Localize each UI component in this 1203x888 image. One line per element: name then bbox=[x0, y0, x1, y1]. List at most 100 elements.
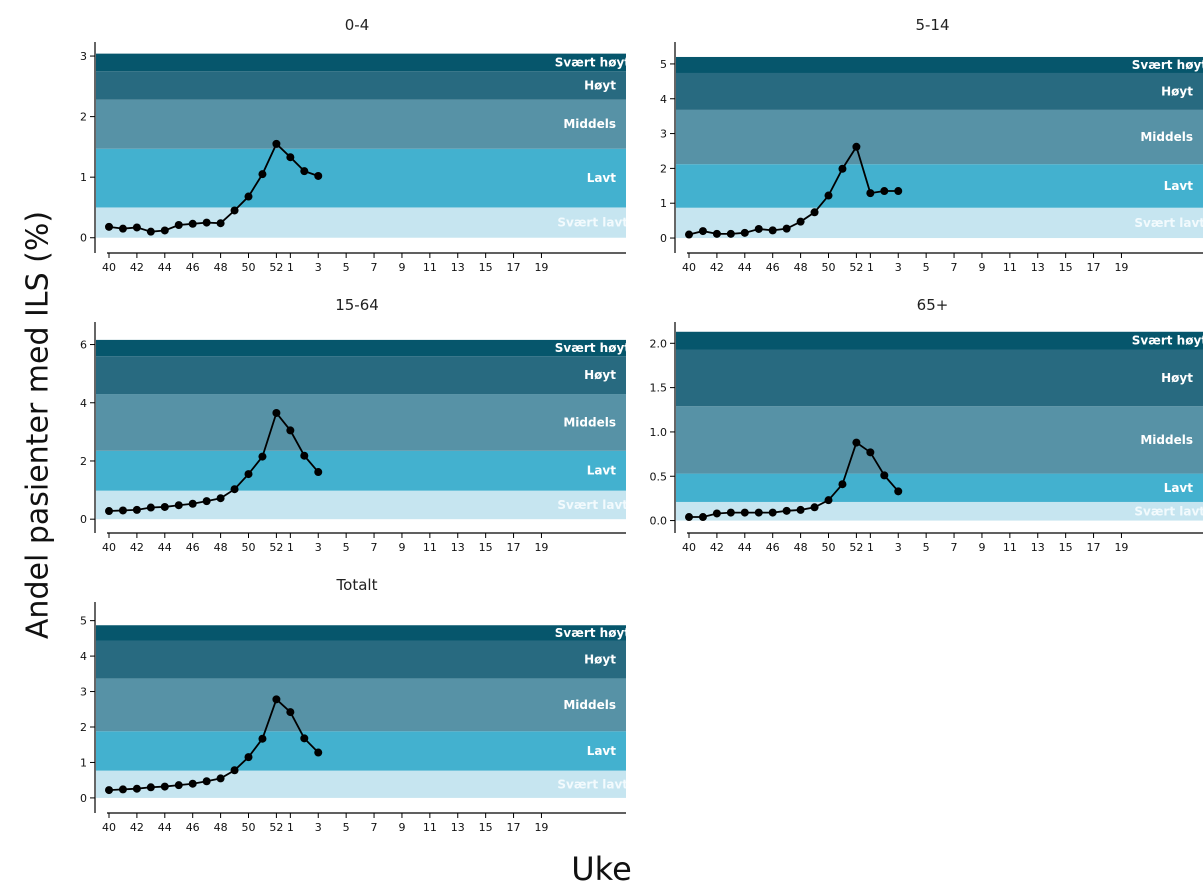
data-point bbox=[105, 507, 113, 515]
band-label: Svært høyt bbox=[1132, 334, 1203, 348]
data-point bbox=[161, 226, 169, 234]
x-tick-label: 9 bbox=[978, 541, 985, 554]
x-tick-label: 50 bbox=[822, 261, 836, 274]
y-tick-label: 2 bbox=[80, 455, 87, 468]
x-tick-label: 9 bbox=[398, 541, 405, 554]
data-point bbox=[825, 496, 833, 504]
x-tick-label: 19 bbox=[1114, 541, 1128, 554]
x-tick-label: 5 bbox=[343, 541, 350, 554]
x-tick-label: 13 bbox=[451, 541, 465, 554]
y-tick-label: 1 bbox=[80, 756, 87, 769]
x-tick-label: 48 bbox=[214, 821, 228, 834]
data-point bbox=[133, 785, 141, 793]
band-svært-høyt bbox=[96, 625, 626, 640]
panel-title: Totalt bbox=[336, 576, 378, 594]
x-tick-label: 48 bbox=[214, 261, 228, 274]
x-tick-label: 13 bbox=[1031, 261, 1045, 274]
data-point bbox=[147, 783, 155, 791]
x-tick-label: 19 bbox=[534, 821, 548, 834]
band-lavt bbox=[96, 731, 626, 770]
band-svært-høyt bbox=[676, 57, 1203, 73]
data-point bbox=[258, 453, 266, 461]
data-point bbox=[105, 786, 113, 794]
data-point bbox=[741, 229, 749, 237]
y-tick-label: 0.5 bbox=[650, 470, 668, 483]
data-point bbox=[272, 409, 280, 417]
band-label: Svært lavt bbox=[557, 498, 628, 512]
data-point bbox=[699, 513, 707, 521]
y-tick-label: 0 bbox=[80, 232, 87, 245]
x-tick-label: 50 bbox=[242, 541, 256, 554]
x-tick-label: 15 bbox=[1059, 261, 1073, 274]
y-tick-label: 1.0 bbox=[650, 426, 668, 439]
x-tick-label: 46 bbox=[766, 261, 780, 274]
x-tick-label: 11 bbox=[423, 261, 437, 274]
y-tick-label: 0.0 bbox=[650, 515, 668, 528]
band-label: Høyt bbox=[584, 78, 616, 92]
data-point bbox=[300, 734, 308, 742]
x-tick-label: 1 bbox=[867, 541, 874, 554]
data-point bbox=[852, 439, 860, 447]
y-tick-label: 0 bbox=[80, 513, 87, 526]
x-tick-label: 50 bbox=[242, 261, 256, 274]
data-point bbox=[685, 231, 693, 239]
x-tick-label: 7 bbox=[371, 541, 378, 554]
x-tick-label: 40 bbox=[102, 541, 116, 554]
data-point bbox=[119, 225, 127, 233]
y-tick-label: 4 bbox=[660, 93, 667, 106]
x-tick-label: 50 bbox=[242, 821, 256, 834]
x-tick-label: 17 bbox=[507, 821, 521, 834]
band-høyt bbox=[96, 71, 626, 99]
data-point bbox=[133, 506, 141, 514]
data-point bbox=[231, 766, 239, 774]
data-point bbox=[713, 509, 721, 517]
x-tick-label: 15 bbox=[1059, 541, 1073, 554]
x-tick-label: 52 bbox=[269, 821, 283, 834]
y-tick-label: 2 bbox=[80, 721, 87, 734]
y-tick-label: 0 bbox=[660, 232, 667, 245]
x-tick-label: 11 bbox=[1003, 261, 1017, 274]
data-point bbox=[286, 708, 294, 716]
x-tick-label: 52 bbox=[269, 261, 283, 274]
y-tick-label: 5 bbox=[660, 58, 667, 71]
band-svært-lavt bbox=[96, 207, 626, 237]
x-tick-label: 42 bbox=[710, 541, 724, 554]
data-point bbox=[147, 504, 155, 512]
data-point bbox=[189, 500, 197, 508]
x-tick-label: 42 bbox=[130, 261, 144, 274]
x-tick-label: 5 bbox=[923, 541, 930, 554]
y-tick-label: 2 bbox=[80, 111, 87, 124]
data-point bbox=[713, 230, 721, 238]
x-tick-label: 11 bbox=[423, 821, 437, 834]
x-tick-label: 7 bbox=[371, 261, 378, 274]
y-tick-label: 1.5 bbox=[650, 382, 668, 395]
panel-title: 0-4 bbox=[345, 16, 370, 34]
data-point bbox=[175, 501, 183, 509]
data-point bbox=[175, 221, 183, 229]
data-point bbox=[825, 192, 833, 200]
data-point bbox=[189, 220, 197, 228]
band-label: Svært lavt bbox=[557, 216, 628, 230]
y-tick-label: 4 bbox=[80, 397, 87, 410]
x-tick-label: 46 bbox=[186, 261, 200, 274]
data-point bbox=[797, 218, 805, 226]
data-point bbox=[217, 774, 225, 782]
x-tick-label: 46 bbox=[186, 541, 200, 554]
x-tick-label: 40 bbox=[682, 261, 696, 274]
band-label: Høyt bbox=[584, 368, 616, 382]
data-point bbox=[300, 452, 308, 460]
data-point bbox=[797, 506, 805, 514]
y-tick-label: 2.0 bbox=[650, 337, 668, 350]
x-tick-label: 52 bbox=[269, 541, 283, 554]
data-point bbox=[217, 494, 225, 502]
y-tick-label: 0 bbox=[80, 792, 87, 805]
band-svært-høyt bbox=[96, 340, 626, 356]
data-point bbox=[245, 470, 253, 478]
y-tick-label: 1 bbox=[660, 197, 667, 210]
x-tick-label: 3 bbox=[895, 541, 902, 554]
x-tick-label: 44 bbox=[158, 261, 172, 274]
data-point bbox=[769, 509, 777, 517]
band-label: Svært høyt bbox=[555, 341, 630, 355]
